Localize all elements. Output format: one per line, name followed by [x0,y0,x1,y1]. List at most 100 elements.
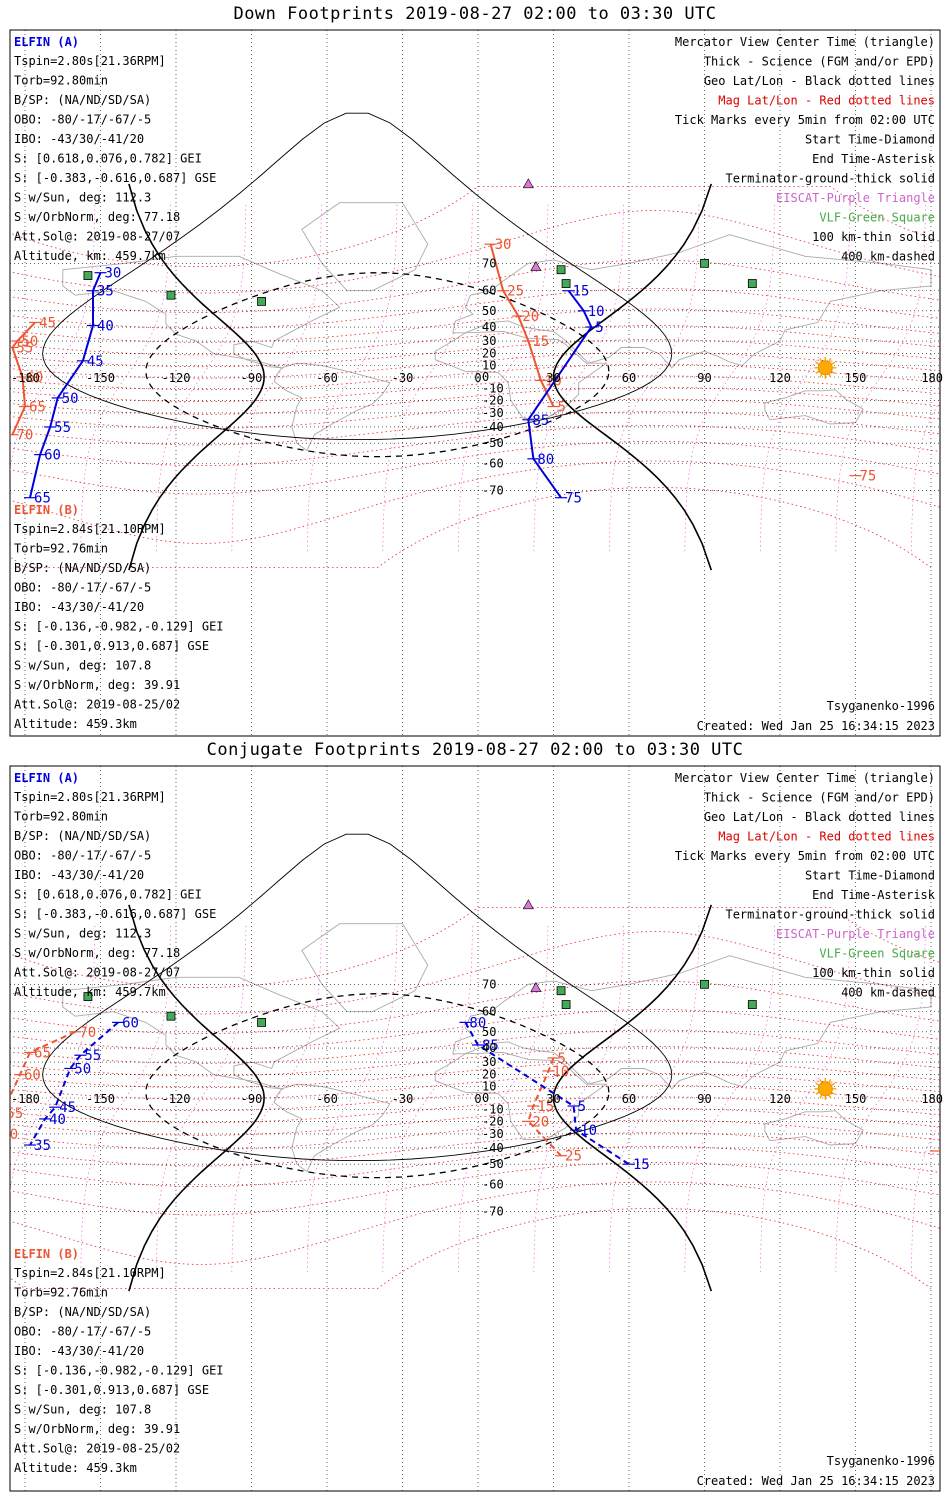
elfin-b-tick-label: 25 [507,284,524,300]
elfin-a-name: ELFIN (A) [14,771,79,785]
mag-lon-line [306,923,398,1273]
map-legend: Mercator View Center Time (triangle) Thic… [675,35,936,264]
elfin-a-info-line: Att.Sol@: 2019-08-27/07 [14,966,180,980]
elfin-b-tick-label: 60 [26,370,43,386]
terminator-line [128,904,265,1292]
mag-lon-line [10,923,96,1194]
lat-tick-label: 40 [482,320,496,334]
elfin-a-info-line: IBO: -43/30/-41/20 [14,868,144,882]
elfin-b-info-line: S w/OrbNorm, deg: 39.91 [14,678,180,692]
sun-ray [828,1094,832,1099]
elfin-b-tick-label: 50 [1,1127,18,1143]
lon-tick-label: -180 [11,371,40,385]
vlf-station-square [83,271,93,280]
mag-lon-line [231,202,322,552]
mag-lon-line [306,202,398,552]
elfin-b-info-line: Att.Sol@: 2019-08-25/02 [14,1442,180,1456]
legend-entry: Thick - Science (FGM and/or EPD) [704,55,935,69]
lat-tick-label: 50 [482,304,496,318]
lon-tick-label: -30 [392,1092,414,1106]
mag-lon-line [10,202,96,473]
sun-icon [817,360,833,376]
lat-tick-label: -20 [482,1114,504,1128]
mag-lon-line [457,923,549,1273]
eiscat-triangle [530,981,542,992]
lon-tick-label: -60 [316,371,338,385]
mag-lon-line [155,202,247,552]
elfin-a-track-line [29,272,102,498]
elfin-a-info-line: Tspin=2.80s[21.36RPM] [14,790,166,804]
elfin-a-tick-label: 80 [537,452,554,468]
elfin-a-tick-label: 45 [59,1100,76,1116]
elfin-a-tick-label: 85 [482,1038,499,1054]
elfin-a-info-line: S w/Sun, deg: 112.3 [14,191,151,205]
elfin-a-info: ELFIN (A) Tspin=2.80s[21.36RPM] Torb=92.80… [14,771,216,999]
lat-tick-label: 0 [482,1091,489,1105]
mag-lon-line [684,923,775,1273]
sun-icon [817,1081,833,1097]
elfin-a-info-line: B/SP: (NA/ND/SD/SA) [14,93,151,107]
legend-entry: EISCAT-Purple Triangle [776,191,935,205]
elfin-b-tick-label: 10 [552,1064,569,1080]
vlf-station-square [561,279,571,288]
legend-entry: Mercator View Center Time (triangle) [675,35,935,49]
elfin-b-track-line [11,321,36,436]
elfin-a-tick-label: 40 [97,319,114,335]
elfin-b-info-line: IBO: -43/30/-41/20 [14,600,144,614]
coastline [62,976,341,1090]
elfin-a-tick-label: 35 [34,1138,51,1154]
lat-tick-label: 0 [482,370,489,384]
lat-tick-label: 10 [482,1080,496,1094]
created-timestamp: Created: Wed Jan 25 16:34:15 2023 [697,719,935,733]
vlf-station-square [83,992,93,1001]
elfin-a-tick-label: 10 [588,304,605,320]
sun-ray [828,373,832,378]
footprint-400km [145,272,610,458]
terminator-line [128,183,265,571]
mag-lon-line [231,923,322,1273]
elfin-b-tick-label: 30 [495,237,512,253]
elfin-a-name: ELFIN (A) [14,35,79,49]
sun-ray [831,370,836,374]
lon-tick-label: 180 [921,1092,943,1106]
elfin-b-info-line: OBO: -80/-17/-67/-5 [14,1325,151,1339]
lon-tick-label: -90 [241,1092,263,1106]
elfin-a-info-line: OBO: -80/-17/-67/-5 [14,113,151,127]
elfin-a-tick-label: 40 [49,1112,66,1128]
sun-ray [819,373,823,378]
elfin-a-track-line [29,1021,119,1146]
coastline [301,923,429,1013]
eiscat-triangle [530,260,542,271]
vlf-station-square [700,979,709,989]
legend-entry: Mag Lat/Lon - Red dotted lines [718,830,935,844]
coastline [273,362,391,452]
elfin-a-track-line [527,290,593,499]
vlf-station-square [556,265,566,275]
lat-tick-label: -60 [482,1177,504,1191]
elfin-a-info-line: S w/Sun, deg: 112.3 [14,927,151,941]
elfin-b-tick-label: 70 [79,1025,96,1041]
elfin-a-info-line: S: [0.618,0.076,0.782] GEI [14,888,202,902]
lat-tick-label: -70 [482,1205,504,1219]
lat-tick-label: -30 [482,1127,504,1141]
lon-tick-label: 0 [474,371,481,385]
elfin-b-tick-label: 55 [16,340,33,356]
lat-tick-label: -40 [482,420,504,434]
legend-entry: 400 km-dashed [841,250,935,264]
elfin-a-tick-label: 35 [97,284,114,300]
elfin-a-tick-label: 50 [62,391,79,407]
elfin-b-tick-label: 15 [532,334,549,350]
elfin-a-tick-label: 45 [87,354,104,370]
elfin-a-track-line [464,1021,630,1166]
vlf-station-square [747,279,757,288]
lon-tick-label: -30 [392,371,414,385]
vlf-station-square [747,1000,757,1009]
legend-entry: Terminator-ground-thick solid [725,908,935,922]
sun-ray [831,361,836,365]
mag-lon-line [608,202,700,552]
lat-tick-label: -50 [482,436,504,450]
lon-tick-label: 30 [546,371,560,385]
elfin-a-tick-label: 65 [34,491,51,507]
sun-ray [831,1091,836,1095]
lat-tick-label: 70 [482,977,496,991]
